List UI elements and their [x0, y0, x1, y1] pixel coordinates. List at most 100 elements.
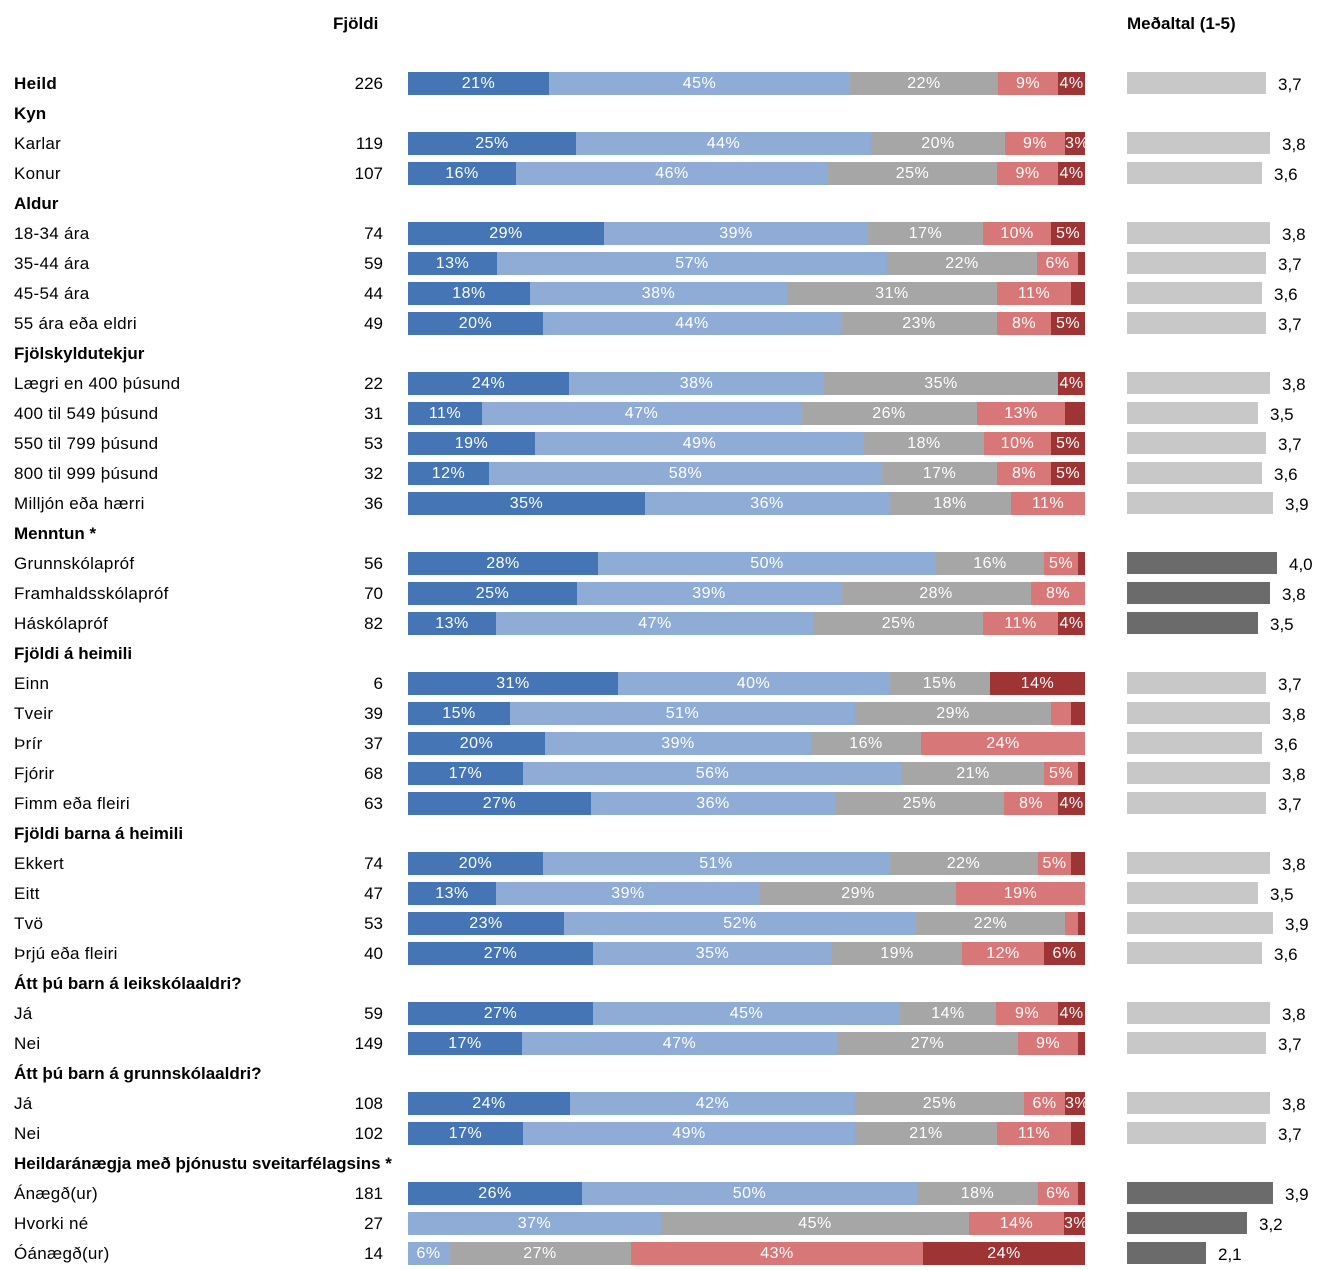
- bar-segment: 8%: [1004, 792, 1058, 815]
- mean-value: 3,8: [1282, 225, 1306, 244]
- bar-segment: [1078, 552, 1085, 575]
- row-count: 181: [354, 1184, 383, 1203]
- chart-row: Já 108 24%42%25%6%3% 3,8: [0, 1090, 1322, 1120]
- row-label: Milljón eða hærri: [14, 494, 145, 513]
- row-count: 82: [364, 614, 383, 633]
- bar-segment: 17%: [408, 1032, 522, 1055]
- bar-segment: 6%: [1038, 1182, 1078, 1205]
- row-count: 63: [364, 794, 383, 813]
- stacked-bar: 27% 45% 14% 9% 4%: [408, 1002, 1085, 1025]
- chart-row: Þrjú eða fleiri 40 27% 35% 19% 12% 6% 3,6: [0, 940, 1322, 970]
- row-count: 119: [355, 134, 383, 153]
- bar-segment: 25%: [828, 162, 997, 185]
- row-count: 6: [373, 674, 383, 693]
- bar-segment: 44%: [543, 312, 841, 335]
- chart-row: Óánægð(ur) 14 6% 27% 43% 24% 2,1: [0, 1240, 1322, 1270]
- bar-segment: 11%: [408, 402, 482, 425]
- stacked-bar: 25%44%20%9%3%: [408, 132, 1085, 155]
- stacked-bar: 21% 45% 22% 9% 4%: [408, 72, 1085, 95]
- mean-value: 3,7: [1278, 675, 1302, 694]
- row-label: Ánægð(ur): [14, 1184, 98, 1203]
- mean-value: 3,8: [1282, 855, 1306, 874]
- mean-value: 3,6: [1274, 165, 1298, 184]
- mean-value: 3,7: [1278, 1125, 1302, 1144]
- bar-segment: 17%: [868, 222, 983, 245]
- category-header: Heildaránægja með þjónustu sveitarfélags…: [0, 1150, 1322, 1180]
- chart-row: Hvorki né 27 37%45%14%3% 3,2: [0, 1210, 1322, 1240]
- bar-segment: 36%: [591, 792, 835, 815]
- chart-row: 35-44 ára 59 13% 57% 22% 6% 3,7: [0, 250, 1322, 280]
- bar-segment: 19%: [408, 432, 535, 455]
- bar-segment: 3%: [1065, 1092, 1085, 1115]
- mean-bar: [1127, 1212, 1247, 1234]
- chart-row: 400 til 549 þúsund 31 11% 47% 26% 13% 3,5: [0, 400, 1322, 430]
- mean-bar: [1127, 852, 1270, 874]
- category-header: Kyn: [0, 100, 1322, 130]
- bar-segment: 37%: [408, 1212, 661, 1235]
- bar-segment: 20%: [871, 132, 1005, 155]
- row-label: 18-34 ára: [14, 224, 90, 243]
- row-label: Fjöldi barna á heimili: [14, 824, 184, 843]
- bar-segment: [1078, 252, 1085, 275]
- stacked-bar: 24% 38% 35% 4%: [408, 372, 1085, 395]
- bar-segment: 38%: [569, 372, 824, 395]
- bar-segment: 57%: [497, 252, 887, 275]
- row-label: Eitt: [14, 884, 40, 903]
- mean-value: 3,6: [1274, 465, 1298, 484]
- row-count: 37: [364, 734, 383, 753]
- chart-row: Lægri en 400 þúsund 22 24% 38% 35% 4% 3,8: [0, 370, 1322, 400]
- mean-bar: [1127, 1032, 1266, 1054]
- mean-bar: [1127, 1242, 1206, 1264]
- bar-segment: 39%: [545, 732, 811, 755]
- mean-value: 3,8: [1282, 375, 1306, 394]
- bar-segment: 42%: [570, 1092, 855, 1115]
- row-label: 800 til 999 þúsund: [14, 464, 159, 483]
- bar-segment: 51%: [543, 852, 889, 875]
- row-label: 55 ára eða eldri: [14, 314, 137, 333]
- row-count: 74: [364, 854, 383, 873]
- chart-row: Háskólapróf 82 13% 47% 25% 11% 4% 3,5: [0, 610, 1322, 640]
- bar-segment: 20%: [408, 852, 543, 875]
- mean-bar: [1127, 282, 1262, 304]
- chart-row: Ekkert 74 20% 51% 22% 5% 3,8: [0, 850, 1322, 880]
- bar-segment: 51%: [510, 702, 855, 725]
- bar-segment: 45%: [593, 1002, 900, 1025]
- bar-segment: 47%: [482, 402, 801, 425]
- row-label: Tveir: [14, 704, 54, 723]
- bar-segment: 8%: [997, 312, 1051, 335]
- bar-segment: 12%: [408, 462, 489, 485]
- bar-segment: 39%: [496, 882, 760, 905]
- bar-segment: 35%: [408, 492, 645, 515]
- row-count: 39: [364, 704, 383, 723]
- stacked-bar: 27% 35% 19% 12% 6%: [408, 942, 1085, 965]
- bar-segment: 11%: [983, 612, 1058, 635]
- row-label: Grunnskólapróf: [14, 554, 135, 573]
- mean-bar: [1127, 222, 1270, 244]
- bar-segment: 3%: [1064, 1212, 1085, 1235]
- stacked-bar: 35% 36% 18% 11%: [408, 492, 1085, 515]
- bar-segment: 17%: [408, 762, 523, 785]
- bar-segment: [1071, 852, 1085, 875]
- bar-segment: 22%: [889, 852, 1038, 875]
- bar-segment: 21%: [855, 1122, 997, 1145]
- bar-segment: 5%: [1044, 552, 1078, 575]
- bar-segment: 13%: [408, 882, 496, 905]
- row-label: Karlar: [14, 134, 62, 153]
- mean-bar: [1127, 732, 1262, 754]
- bar-segment: 43%: [631, 1242, 923, 1265]
- bar-segment: 45%: [661, 1212, 969, 1235]
- row-count: 22: [364, 374, 383, 393]
- stacked-bar: 16% 46% 25% 9% 4%: [408, 162, 1085, 185]
- bar-segment: 25%: [408, 582, 577, 605]
- stacked-bar: 15% 51% 29%: [408, 702, 1085, 725]
- chart-row: Einn 6 31% 40% 15% 14% 3,7: [0, 670, 1322, 700]
- bar-segment: 19%: [832, 942, 962, 965]
- mean-value: 3,6: [1274, 945, 1298, 964]
- bar-segment: 49%: [523, 1122, 855, 1145]
- row-count: 27: [364, 1214, 383, 1233]
- bar-segment: 20%: [408, 732, 545, 755]
- bar-segment: 22%: [887, 252, 1037, 275]
- bar-segment: 24%: [408, 1092, 570, 1115]
- mean-bar: [1127, 792, 1266, 814]
- row-count: 53: [364, 434, 383, 453]
